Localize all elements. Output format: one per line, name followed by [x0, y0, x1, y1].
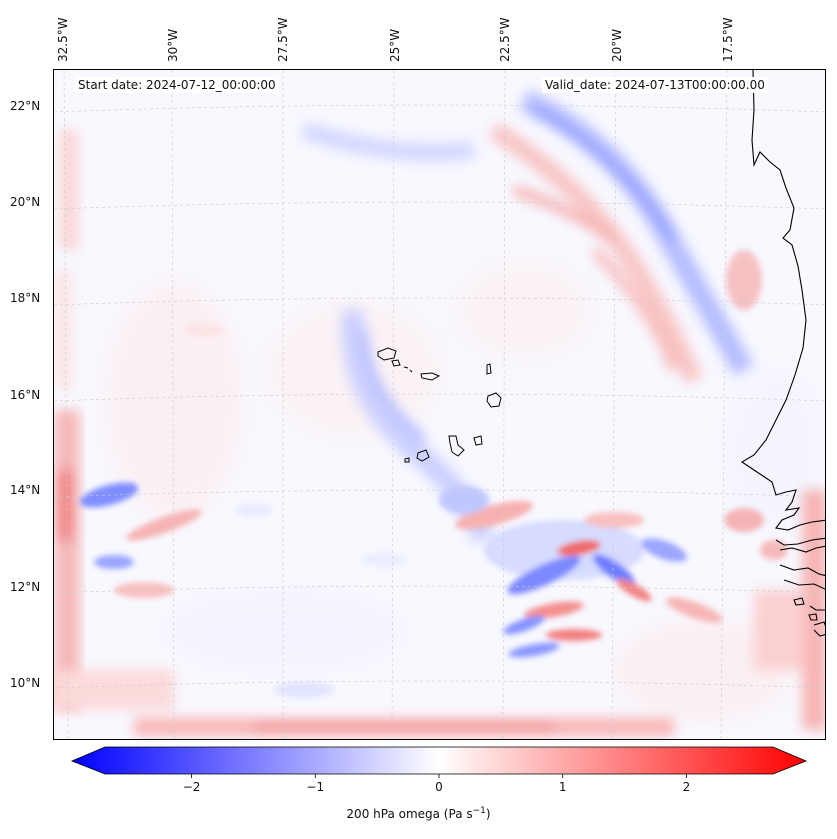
lat-label-10n: 10°N — [10, 676, 41, 690]
cbar-tick-label-2: 2 — [682, 780, 691, 794]
lon-label-20w: 20°W — [610, 28, 624, 62]
lon-label-17.5w: 17.5°W — [721, 17, 735, 62]
colorbar-label-exponent: −1 — [472, 806, 486, 816]
cape-verde-coastlines — [377, 347, 502, 463]
cbar-tick-label-1: 1 — [558, 780, 567, 794]
lat-label-14n: 14°N — [10, 483, 41, 497]
lat-label-16n: 16°N — [10, 388, 41, 402]
colorbar-tick-labels: −2 −1 0 1 2 — [72, 780, 806, 800]
colorbar-label: 200 hPa omega (Pa s−1) — [0, 806, 837, 821]
map-panel[interactable] — [53, 69, 826, 740]
cbar-tick-label-0: 0 — [435, 780, 443, 794]
lat-label-22n: 22°N — [10, 99, 41, 113]
lon-label-27.5w: 27.5°W — [276, 17, 290, 62]
omega-field-map — [54, 70, 825, 739]
cbar-tick-label-m2: −2 — [182, 780, 201, 794]
colorbar-label-text: 200 hPa omega (Pa s — [346, 807, 473, 821]
omega-contours — [54, 70, 825, 739]
lon-label-22.5w: 22.5°W — [498, 17, 512, 62]
lat-label-18n: 18°N — [10, 291, 41, 305]
lat-label-12n: 12°N — [10, 580, 41, 594]
lat-label-20n: 20°N — [10, 195, 41, 209]
lon-label-30w: 30°W — [166, 28, 180, 62]
lon-label-25w: 25°W — [388, 28, 402, 62]
colorbar — [70, 746, 808, 778]
west-africa-coastline — [740, 70, 825, 637]
valid-date-label: Valid_date: 2024-07-13T00:00:00.00 — [542, 77, 768, 93]
colorbar-body — [70, 746, 808, 775]
lon-label-32.5w: 32.5°W — [56, 17, 70, 62]
colorbar-tickmarks — [191, 774, 687, 778]
colorbar-label-suffix: ) — [485, 807, 491, 821]
cbar-tick-label-m1: −1 — [306, 780, 325, 794]
start-date-label: Start date: 2024-07-12_00:00:00 — [75, 77, 279, 93]
